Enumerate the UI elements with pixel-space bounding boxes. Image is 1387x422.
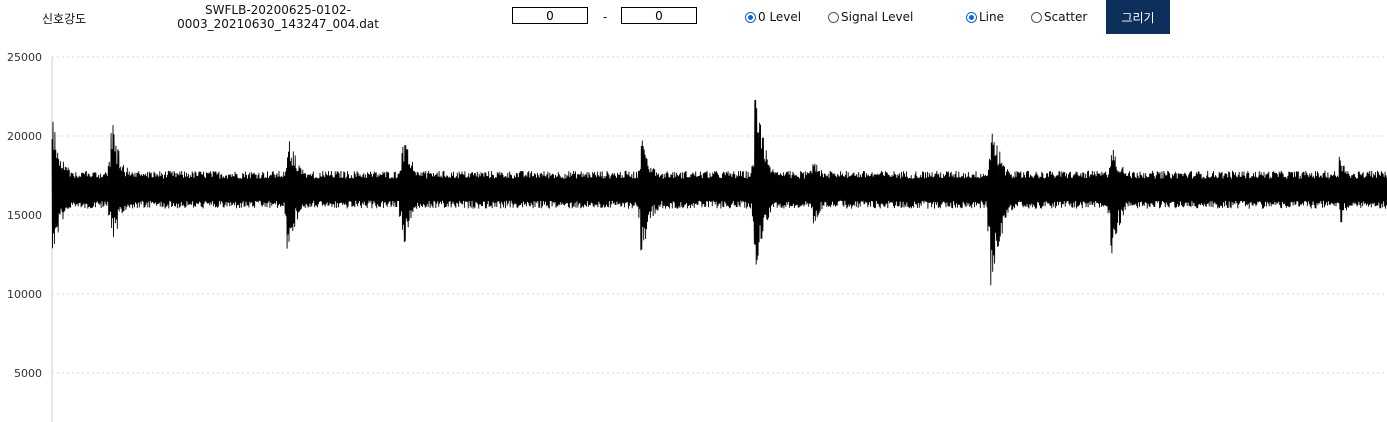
radio-dot-icon [966,11,977,23]
radio-scatter[interactable]: Scatter [1031,10,1087,24]
range-end-input[interactable] [621,7,697,24]
signal-line [51,99,1387,286]
radio-signal-level[interactable]: Signal Level [828,10,913,24]
radio-scatter-label: Scatter [1044,10,1088,24]
radio-line-label: Line [979,10,1005,24]
y-tick-label: 15000 [7,209,42,222]
filename-label: SWFLB-20200625-0102-0003_20210630_143247… [177,3,379,31]
radio-zero-level-label: 0 Level [758,10,802,24]
y-axis: 25000 20000 15000 10000 5000 [7,51,53,422]
radio-line[interactable]: Line [966,10,1004,24]
toolbar: 신호강도 SWFLB-20200625-0102-0003_20210630_1… [0,0,1387,40]
plot-area [51,99,1387,286]
channel-label: 신호강도 [42,12,87,26]
y-tick-label: 20000 [7,130,42,143]
range-separator: - [603,10,608,24]
y-tick-label: 25000 [7,51,42,64]
signal-chart: 25000 20000 15000 10000 5000 [7,51,1387,422]
range-start-input[interactable] [512,7,588,24]
radio-dot-icon [1031,11,1042,23]
draw-button[interactable]: 그리기 [1106,0,1170,34]
radio-signal-level-label: Signal Level [841,10,914,24]
radio-zero-level[interactable]: 0 Level [745,10,801,24]
radio-dot-icon [828,11,839,23]
chart-grid [52,56,1387,374]
y-tick-label: 10000 [7,288,42,301]
radio-dot-icon [745,11,756,23]
y-tick-label: 5000 [14,367,42,380]
